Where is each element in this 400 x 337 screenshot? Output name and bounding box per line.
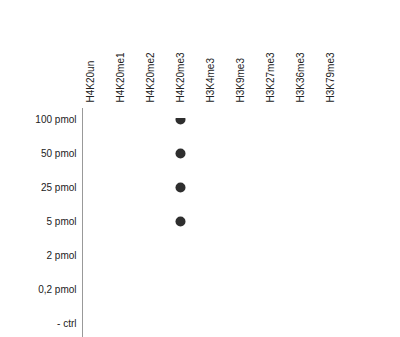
- svg-text:50 pmol: 50 pmol: [41, 148, 77, 159]
- svg-text:0,2 pmol: 0,2 pmol: [38, 284, 76, 295]
- svg-text:H3K79me3: H3K79me3: [325, 52, 336, 102]
- svg-text:25 pmol: 25 pmol: [41, 182, 77, 193]
- svg-text:H3K36me3: H3K36me3: [295, 52, 306, 102]
- svg-text:100 pmol: 100 pmol: [35, 114, 76, 125]
- svg-text:H4K20me2: H4K20me2: [145, 52, 156, 102]
- svg-text:H4K20me1: H4K20me1: [115, 52, 126, 102]
- svg-text:5 pmol: 5 pmol: [46, 216, 76, 227]
- svg-text:H3K9me3: H3K9me3: [235, 58, 246, 103]
- svg-text:H3K4me3: H3K4me3: [205, 58, 216, 103]
- svg-text:H4K20un: H4K20un: [85, 61, 96, 103]
- svg-text:- ctrl: - ctrl: [57, 318, 76, 329]
- svg-text:2 pmol: 2 pmol: [46, 250, 76, 261]
- svg-text:H3K27me3: H3K27me3: [265, 52, 276, 102]
- svg-text:H4K20me3: H4K20me3: [175, 52, 186, 102]
